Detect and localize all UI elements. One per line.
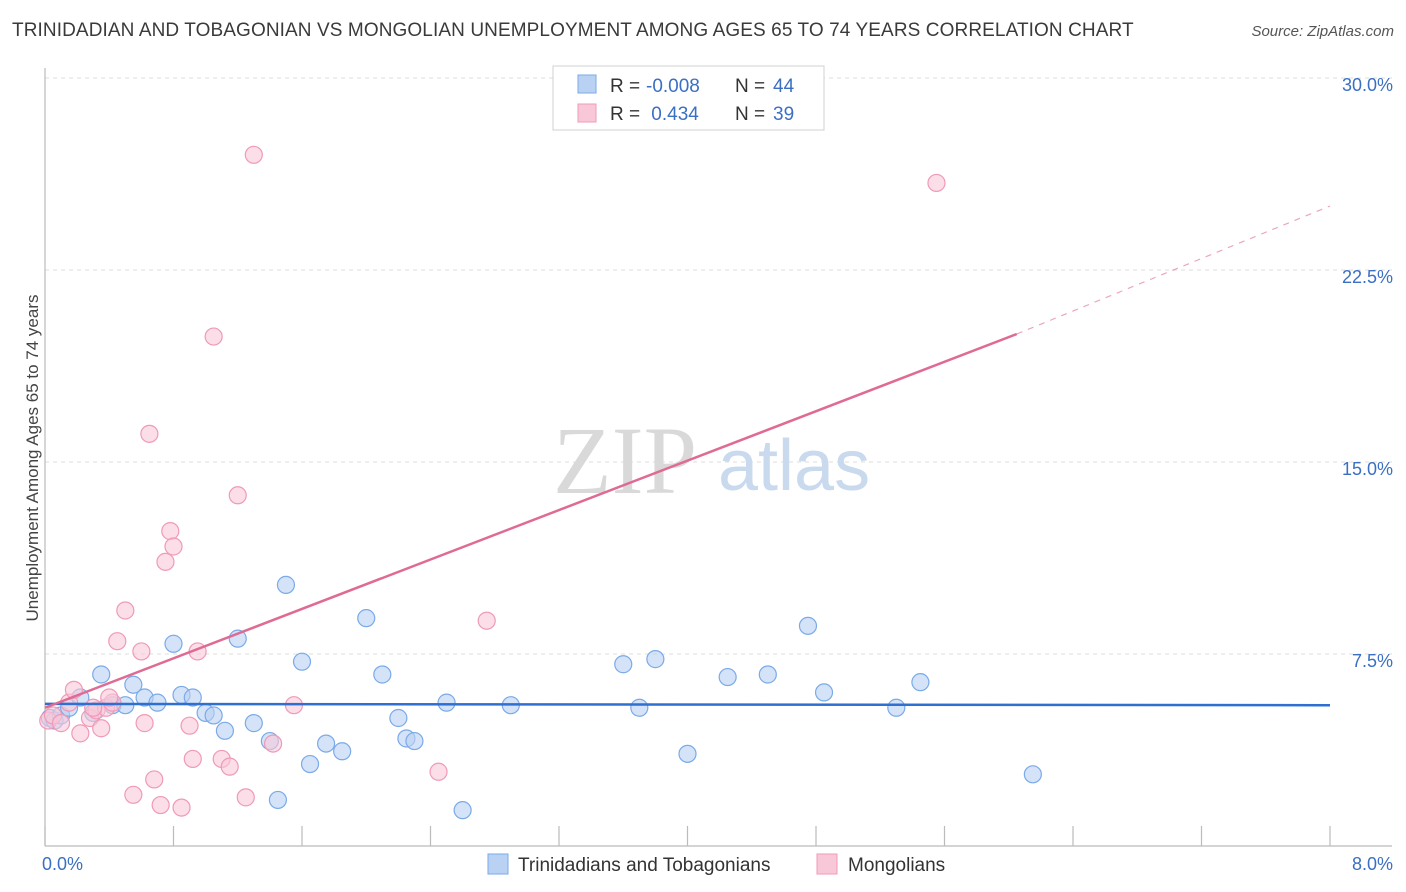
y-tick-label-3: 30.0% (1342, 75, 1393, 95)
y-axis-label: Unemployment Among Ages 65 to 74 years (23, 295, 42, 622)
legend-box (552, 65, 825, 131)
point-s1-37 (100, 688, 119, 707)
point-s1-34 (477, 611, 496, 630)
point-s0-44 (911, 673, 930, 692)
point-s1-28 (228, 486, 247, 505)
legend-r-value-2: 0.434 (646, 104, 699, 125)
point-s0-9 (124, 675, 143, 694)
point-s1-21 (172, 798, 191, 817)
point-s1-31 (263, 734, 283, 753)
point-s1-13 (132, 642, 151, 661)
point-s0-32 (437, 693, 456, 712)
point-s0-37 (646, 650, 665, 669)
x-tick-label-1: 8.0% (1352, 854, 1393, 874)
point-s1-12 (124, 785, 143, 804)
point-s0-41 (798, 616, 818, 635)
point-s0-27 (357, 609, 376, 628)
point-s1-19 (161, 522, 180, 541)
point-s1-14 (135, 714, 154, 733)
series-legend: Trinidadians and Tobagonians Mongolians (487, 853, 945, 876)
point-s0-38 (678, 744, 697, 763)
point-s1-35 (927, 173, 946, 193)
series-swatch-trinidadians (487, 853, 509, 875)
series-swatch-mongolians (816, 853, 838, 875)
trend-line-s1 (44, 332, 1018, 709)
x-tick-label-0: 0.0% (42, 854, 83, 874)
point-s0-11 (148, 693, 167, 712)
watermark-atlas: atlas (718, 426, 870, 506)
chart-source: Source: ZipAtlas.com (1251, 23, 1394, 40)
point-s1-5 (71, 724, 90, 743)
point-s0-40 (758, 665, 777, 684)
trend-line-s0 (44, 702, 1331, 707)
point-s1-18 (156, 552, 175, 571)
chart-title: TRINIDADIAN AND TOBAGONIAN VS MONGOLIAN … (12, 20, 1134, 41)
point-s0-16 (204, 706, 223, 725)
point-s0-22 (276, 575, 296, 594)
point-s0-14 (183, 688, 202, 707)
point-s1-22 (180, 716, 199, 735)
legend-r-value-1: -0.008 (646, 76, 700, 97)
point-s0-12 (164, 634, 183, 653)
point-s1-15 (140, 424, 159, 443)
point-s0-33 (453, 801, 472, 820)
point-s1-33 (429, 762, 448, 781)
legend-swatch-trinidadians (577, 74, 597, 94)
series-label-trinidadians: Trinidadians and Tobagonians (518, 855, 770, 876)
point-s0-28 (373, 665, 392, 684)
point-s1-36 (84, 698, 103, 717)
point-s0-26 (333, 742, 352, 761)
y-tick-label-0: 7.5% (1352, 651, 1393, 671)
point-s0-36 (630, 698, 649, 717)
grid (45, 77, 1392, 655)
point-s0-39 (718, 667, 737, 687)
legend-n-label-2: N = (735, 104, 765, 125)
point-s0-35 (614, 655, 633, 674)
point-s1-23 (183, 749, 202, 769)
point-s1-17 (151, 795, 170, 815)
legend-n-value-1: 44 (773, 76, 795, 97)
point-s1-27 (220, 757, 239, 776)
point-s0-19 (244, 714, 263, 733)
point-s1-11 (116, 601, 135, 620)
point-s0-43 (887, 698, 906, 717)
legend-swatch-mongolians (577, 103, 597, 123)
point-s1-30 (244, 145, 263, 164)
series-label-mongolians: Mongolians (848, 855, 945, 876)
point-s0-21 (268, 790, 288, 810)
trend-lines (44, 205, 1331, 709)
point-s0-24 (300, 754, 320, 774)
point-s1-20 (164, 537, 183, 556)
legend-r-label-2: R = (610, 104, 640, 125)
watermark-zip: ZIP (553, 407, 697, 514)
legend-n-label-1: N = (735, 76, 765, 97)
point-s0-17 (215, 721, 234, 740)
point-s1-38 (92, 719, 111, 738)
point-s0-29 (389, 708, 408, 728)
point-s1-16 (145, 770, 164, 789)
point-s0-23 (292, 652, 312, 671)
point-s1-25 (204, 327, 223, 346)
y-tick-label-1: 15.0% (1342, 459, 1393, 479)
point-s0-6 (92, 665, 111, 684)
point-s1-10 (108, 632, 127, 651)
x-tick-labels: 0.0% 8.0% (42, 854, 1393, 874)
legend-n-value-2: 39 (773, 104, 794, 125)
point-s1-2 (51, 714, 71, 733)
trend-line-dashed-s1 (1016, 205, 1331, 335)
point-s0-25 (316, 734, 336, 753)
point-s1-29 (236, 788, 255, 807)
data-points (39, 145, 1042, 820)
y-tick-labels: 7.5% 15.0% 22.5% 30.0% (1342, 75, 1393, 671)
point-s0-31 (405, 731, 424, 751)
y-tick-label-2: 22.5% (1342, 267, 1393, 287)
watermark: ZIP atlas (553, 407, 870, 514)
point-s0-45 (1023, 765, 1042, 784)
point-s0-42 (814, 683, 834, 702)
legend-r-label-1: R = (610, 76, 640, 97)
correlation-legend: R = -0.008 N = 44 R = 0.434 N = 39 (552, 65, 825, 131)
